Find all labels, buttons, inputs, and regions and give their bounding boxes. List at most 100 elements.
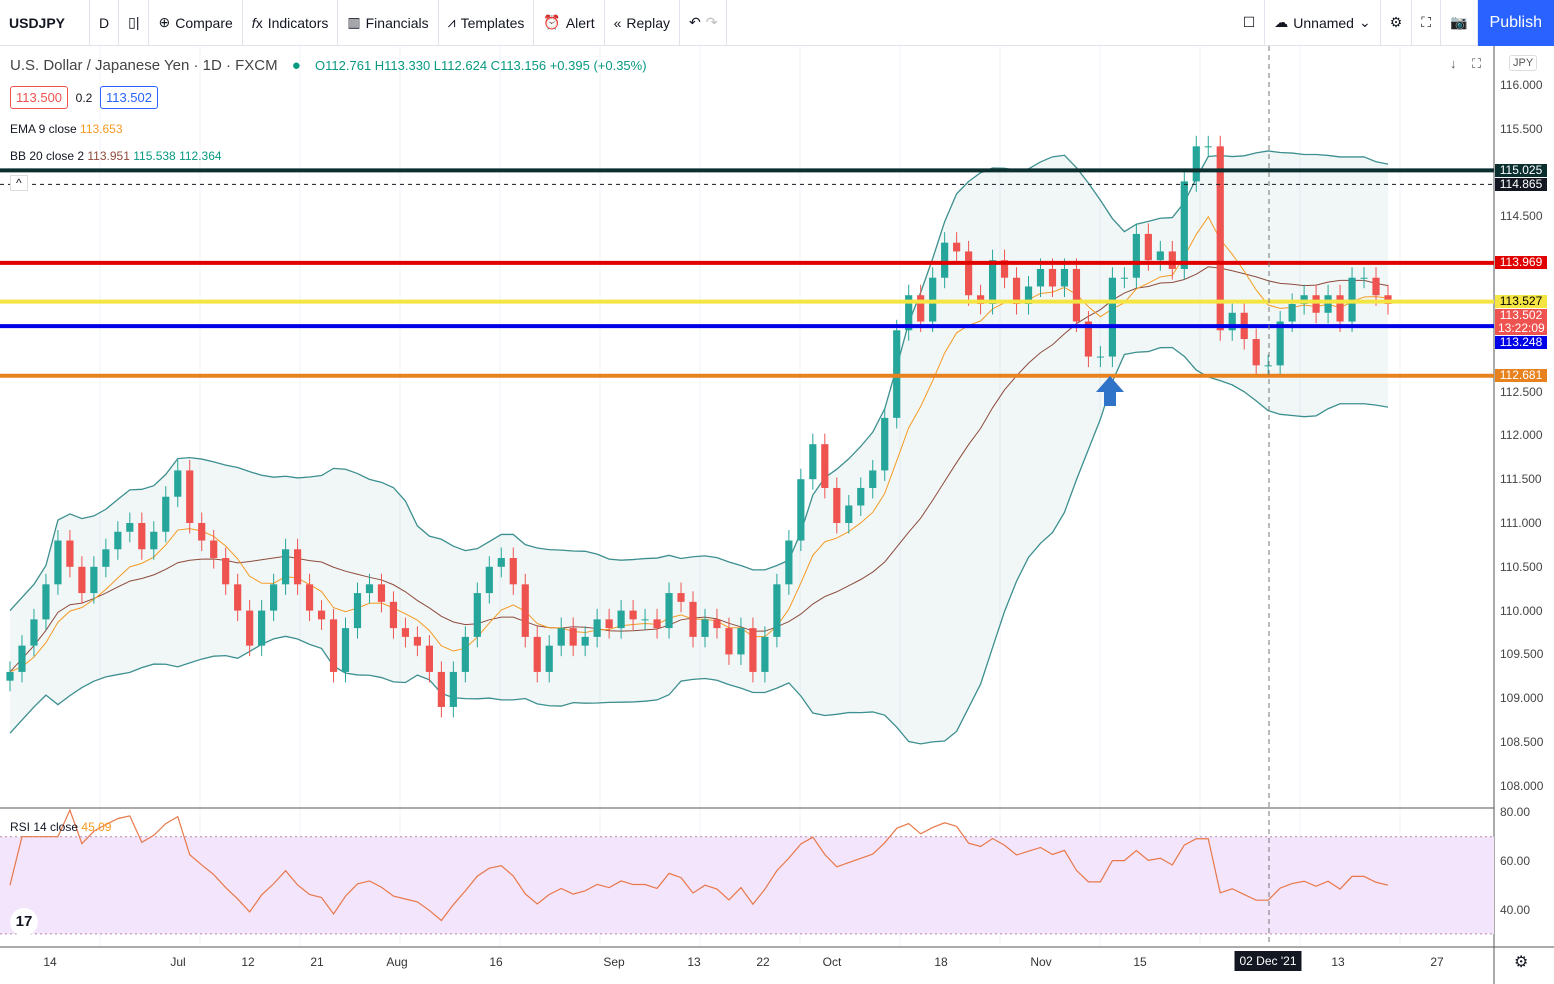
redo-icon[interactable]: ↷: [705, 14, 718, 30]
candle-body: [785, 540, 793, 585]
symbol-title: U.S. Dollar / Japanese Yen · 1D · FXCM: [10, 57, 278, 74]
ema-legend[interactable]: EMA 9 close 113.653: [10, 122, 123, 136]
candle-body: [1216, 146, 1224, 331]
candle-body: [965, 251, 973, 296]
level-price-tag: 115.025: [1495, 163, 1547, 177]
rsi-axis-label: 40.00: [1500, 902, 1531, 917]
sell-button[interactable]: 113.500: [10, 86, 69, 109]
candle-body: [1336, 295, 1344, 322]
candle-body: [18, 645, 26, 672]
time-axis-label: 13: [687, 955, 701, 969]
undo-icon[interactable]: ↶: [689, 14, 701, 30]
price-axis-label: 108.500: [1500, 735, 1544, 749]
level-price-tag: 113.969: [1495, 256, 1547, 270]
bar-countdown: 13:22:09: [1498, 321, 1545, 336]
bb-legend[interactable]: BB 20 close 2 113.951 115.538 112.364: [10, 149, 222, 163]
bb-upper-line: [9, 150, 1389, 612]
axis-settings-icon[interactable]: ⚙: [1514, 954, 1529, 971]
candle-body: [1156, 251, 1164, 261]
alert-button[interactable]: ⏰ Alert: [534, 0, 605, 46]
candle-body: [90, 566, 98, 594]
candle-body: [1012, 277, 1021, 304]
snapshot-button[interactable]: 📷: [1441, 0, 1478, 46]
layout-select-button[interactable]: ☐: [1234, 0, 1266, 46]
level-price-tag: 114.865: [1495, 177, 1547, 191]
candle-body: [737, 628, 745, 655]
candle-body: [246, 610, 254, 646]
candle-body: [701, 619, 709, 637]
rsi-legend[interactable]: RSI 14 close 45.09: [10, 820, 111, 834]
templates-icon: ⩘: [447, 14, 456, 30]
rsi-axis-label: 60.00: [1500, 854, 1531, 868]
scroll-down-icon[interactable]: ↓: [1450, 56, 1457, 71]
time-axis-label: Nov: [1030, 955, 1052, 969]
ema-value: 113.653: [80, 122, 123, 136]
candle-body: [1168, 251, 1176, 269]
time-axis-label: Sep: [603, 955, 625, 969]
symbol-search[interactable]: USDJPY: [0, 0, 90, 46]
publish-button[interactable]: Publish: [1477, 0, 1554, 46]
templates-button[interactable]: ⩘ Templates: [439, 0, 535, 46]
candle-body: [377, 584, 386, 602]
collapse-legend-button[interactable]: ^: [10, 175, 28, 191]
candle-body: [30, 619, 38, 646]
tradingview-logo[interactable]: 17: [10, 908, 38, 936]
last-price-tag: 113.502 13:22:09: [1495, 309, 1547, 336]
candle-body: [617, 610, 625, 629]
candle-body: [317, 610, 326, 620]
candle-body: [365, 584, 374, 594]
candle-body: [988, 260, 997, 304]
chart-type-button[interactable]: ▯|: [119, 0, 150, 46]
price-axis-label: 112.500: [1500, 384, 1543, 399]
rsi-label: RSI 14 close: [10, 820, 79, 834]
candle-body: [857, 487, 865, 506]
candle-body: [485, 566, 493, 594]
candle-body: [413, 636, 422, 646]
camera-icon: 📷: [1450, 14, 1468, 30]
indicators-button[interactable]: fx Indicators: [243, 0, 339, 46]
layout-name-button[interactable]: ☁ Unnamed ⌄: [1265, 0, 1381, 46]
compare-button[interactable]: ⊕ Compare: [149, 0, 243, 46]
price-axis-label: 111.000: [1500, 516, 1542, 530]
time-axis-label: 22: [756, 955, 770, 969]
financials-button[interactable]: ▥ Financials: [338, 0, 439, 46]
price-axis-label: 112.000: [1500, 428, 1543, 443]
auto-scale-icon[interactable]: ⛶: [1472, 56, 1482, 71]
layout-name: Unnamed: [1293, 14, 1354, 31]
interval-button[interactable]: D: [90, 0, 120, 46]
candle-body: [473, 593, 481, 637]
candle-body: [1096, 356, 1105, 358]
candle-body: [401, 628, 410, 637]
candle-body: [425, 645, 433, 672]
templates-label: Templates: [460, 14, 525, 31]
price-chart[interactable]: [0, 46, 1554, 984]
candle-body: [1324, 295, 1332, 313]
level-price-tag: 112.681: [1495, 369, 1547, 383]
candle-body: [1072, 268, 1081, 322]
candle-body: [1000, 260, 1009, 278]
time-axis-label: 15: [1133, 955, 1147, 969]
settings-button[interactable]: ⚙: [1381, 0, 1413, 46]
fullscreen-icon: ⛶: [1421, 14, 1432, 30]
replay-button[interactable]: «Replay: [605, 0, 680, 46]
candle-body: [1024, 286, 1033, 304]
fullscreen-button[interactable]: ⛶: [1412, 0, 1442, 46]
candle-body: [1264, 365, 1272, 367]
candle-body: [1060, 268, 1069, 287]
candle-body: [1192, 146, 1200, 182]
price-axis-label: 110.000: [1500, 603, 1543, 618]
candle-body: [353, 593, 362, 629]
candle-body: [725, 628, 733, 655]
candle-body: [1036, 268, 1045, 287]
candle-body: [126, 523, 134, 532]
currency-select[interactable]: JPY: [1509, 55, 1538, 71]
candle-body: [809, 444, 817, 480]
buy-button[interactable]: 113.502: [99, 86, 158, 109]
price-axis-label: 109.000: [1500, 691, 1544, 706]
candle-body: [773, 584, 781, 637]
candle-body: [150, 531, 158, 550]
candle-body: [258, 610, 266, 646]
candle-body: [1384, 295, 1392, 304]
candle-body: [665, 593, 673, 629]
top-toolbar: USDJPY D ▯| ⊕ Compare fx Indicators ▥ Finan…: [0, 0, 1554, 46]
